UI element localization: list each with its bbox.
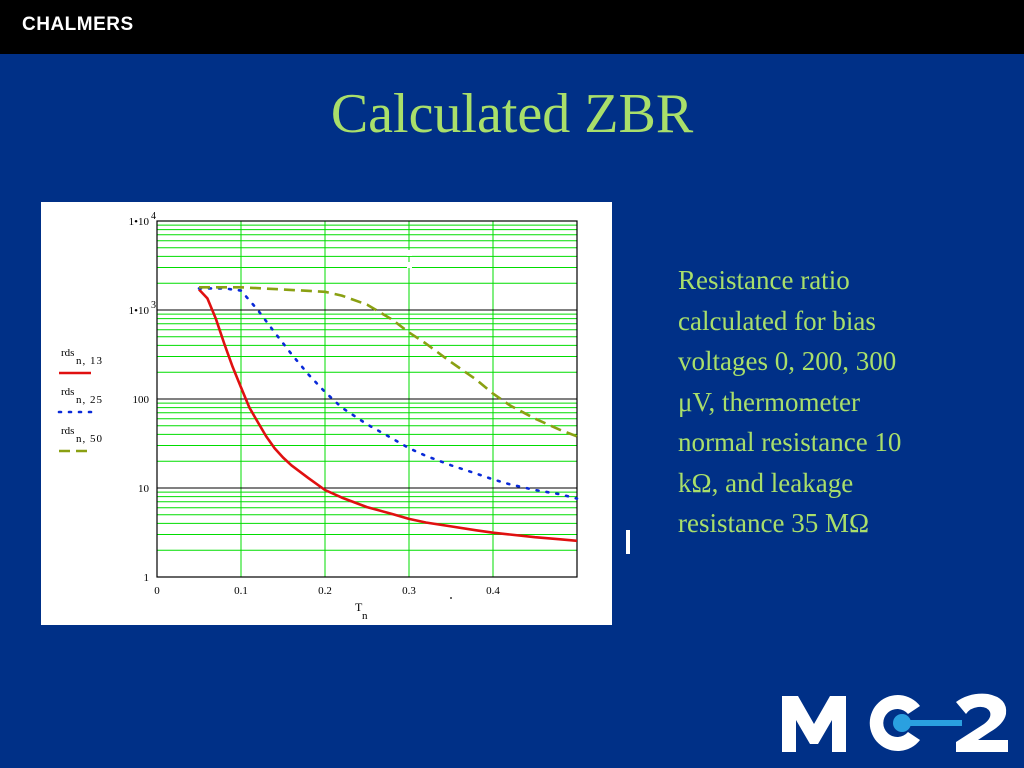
legend-label-subscript: n, 25 [76,394,103,406]
top-bar: CHALMERS [0,0,1024,54]
description-line: voltages 0, 200, 300 [678,346,897,376]
artifact-mark [626,530,630,554]
legend-label: rds [61,347,74,359]
x-tick-label: 0.4 [486,585,500,597]
legend-label: rds [61,386,74,398]
x-tick-label: 0.1 [234,585,248,597]
description-text: Resistance ratio calculated for bias vol… [678,260,978,544]
y-tick-label: 1•10 [129,216,150,228]
series-line-13 [198,288,578,543]
slide-title: Calculated ZBR [330,83,694,145]
description-line: normal resistance 10 [678,427,902,457]
series-line-25 [197,287,579,500]
y-tick-label: 1•10 [129,305,150,317]
description-line: resistance 35 MΩ [678,508,870,538]
x-tick-label: 0.2 [318,585,332,597]
x-axis-label: T [355,600,363,614]
artifact-dot [450,597,452,599]
legend-label-subscript: n, 50 [76,433,103,445]
y-tick-label: 1 [144,572,150,584]
description-line: kΩ, and leakage [678,467,854,498]
plot-frame [156,220,578,578]
description-line: calculated for bias [678,305,876,336]
chalmers-logo-text: CHALMERS [22,14,134,35]
y-tick-label: 10 [138,483,150,495]
y-tick-label: 100 [133,394,150,406]
description-line: μV, thermometer [678,386,860,417]
series-line-50 [199,286,578,438]
mc2-logo [782,693,1008,752]
artifact-mark [407,262,412,268]
legend-label: rds [61,425,74,437]
y-tick-label-superscript: 3 [151,300,156,311]
y-tick-label-superscript: 4 [151,211,156,222]
x-tick-label: 0 [154,585,160,597]
x-axis-label-subscript: n [362,610,368,622]
description-line: Resistance ratio [678,265,850,295]
legend-label-subscript: n, 13 [76,355,103,367]
x-tick-label: 0.3 [402,585,416,597]
artifact-mark [407,250,412,256]
